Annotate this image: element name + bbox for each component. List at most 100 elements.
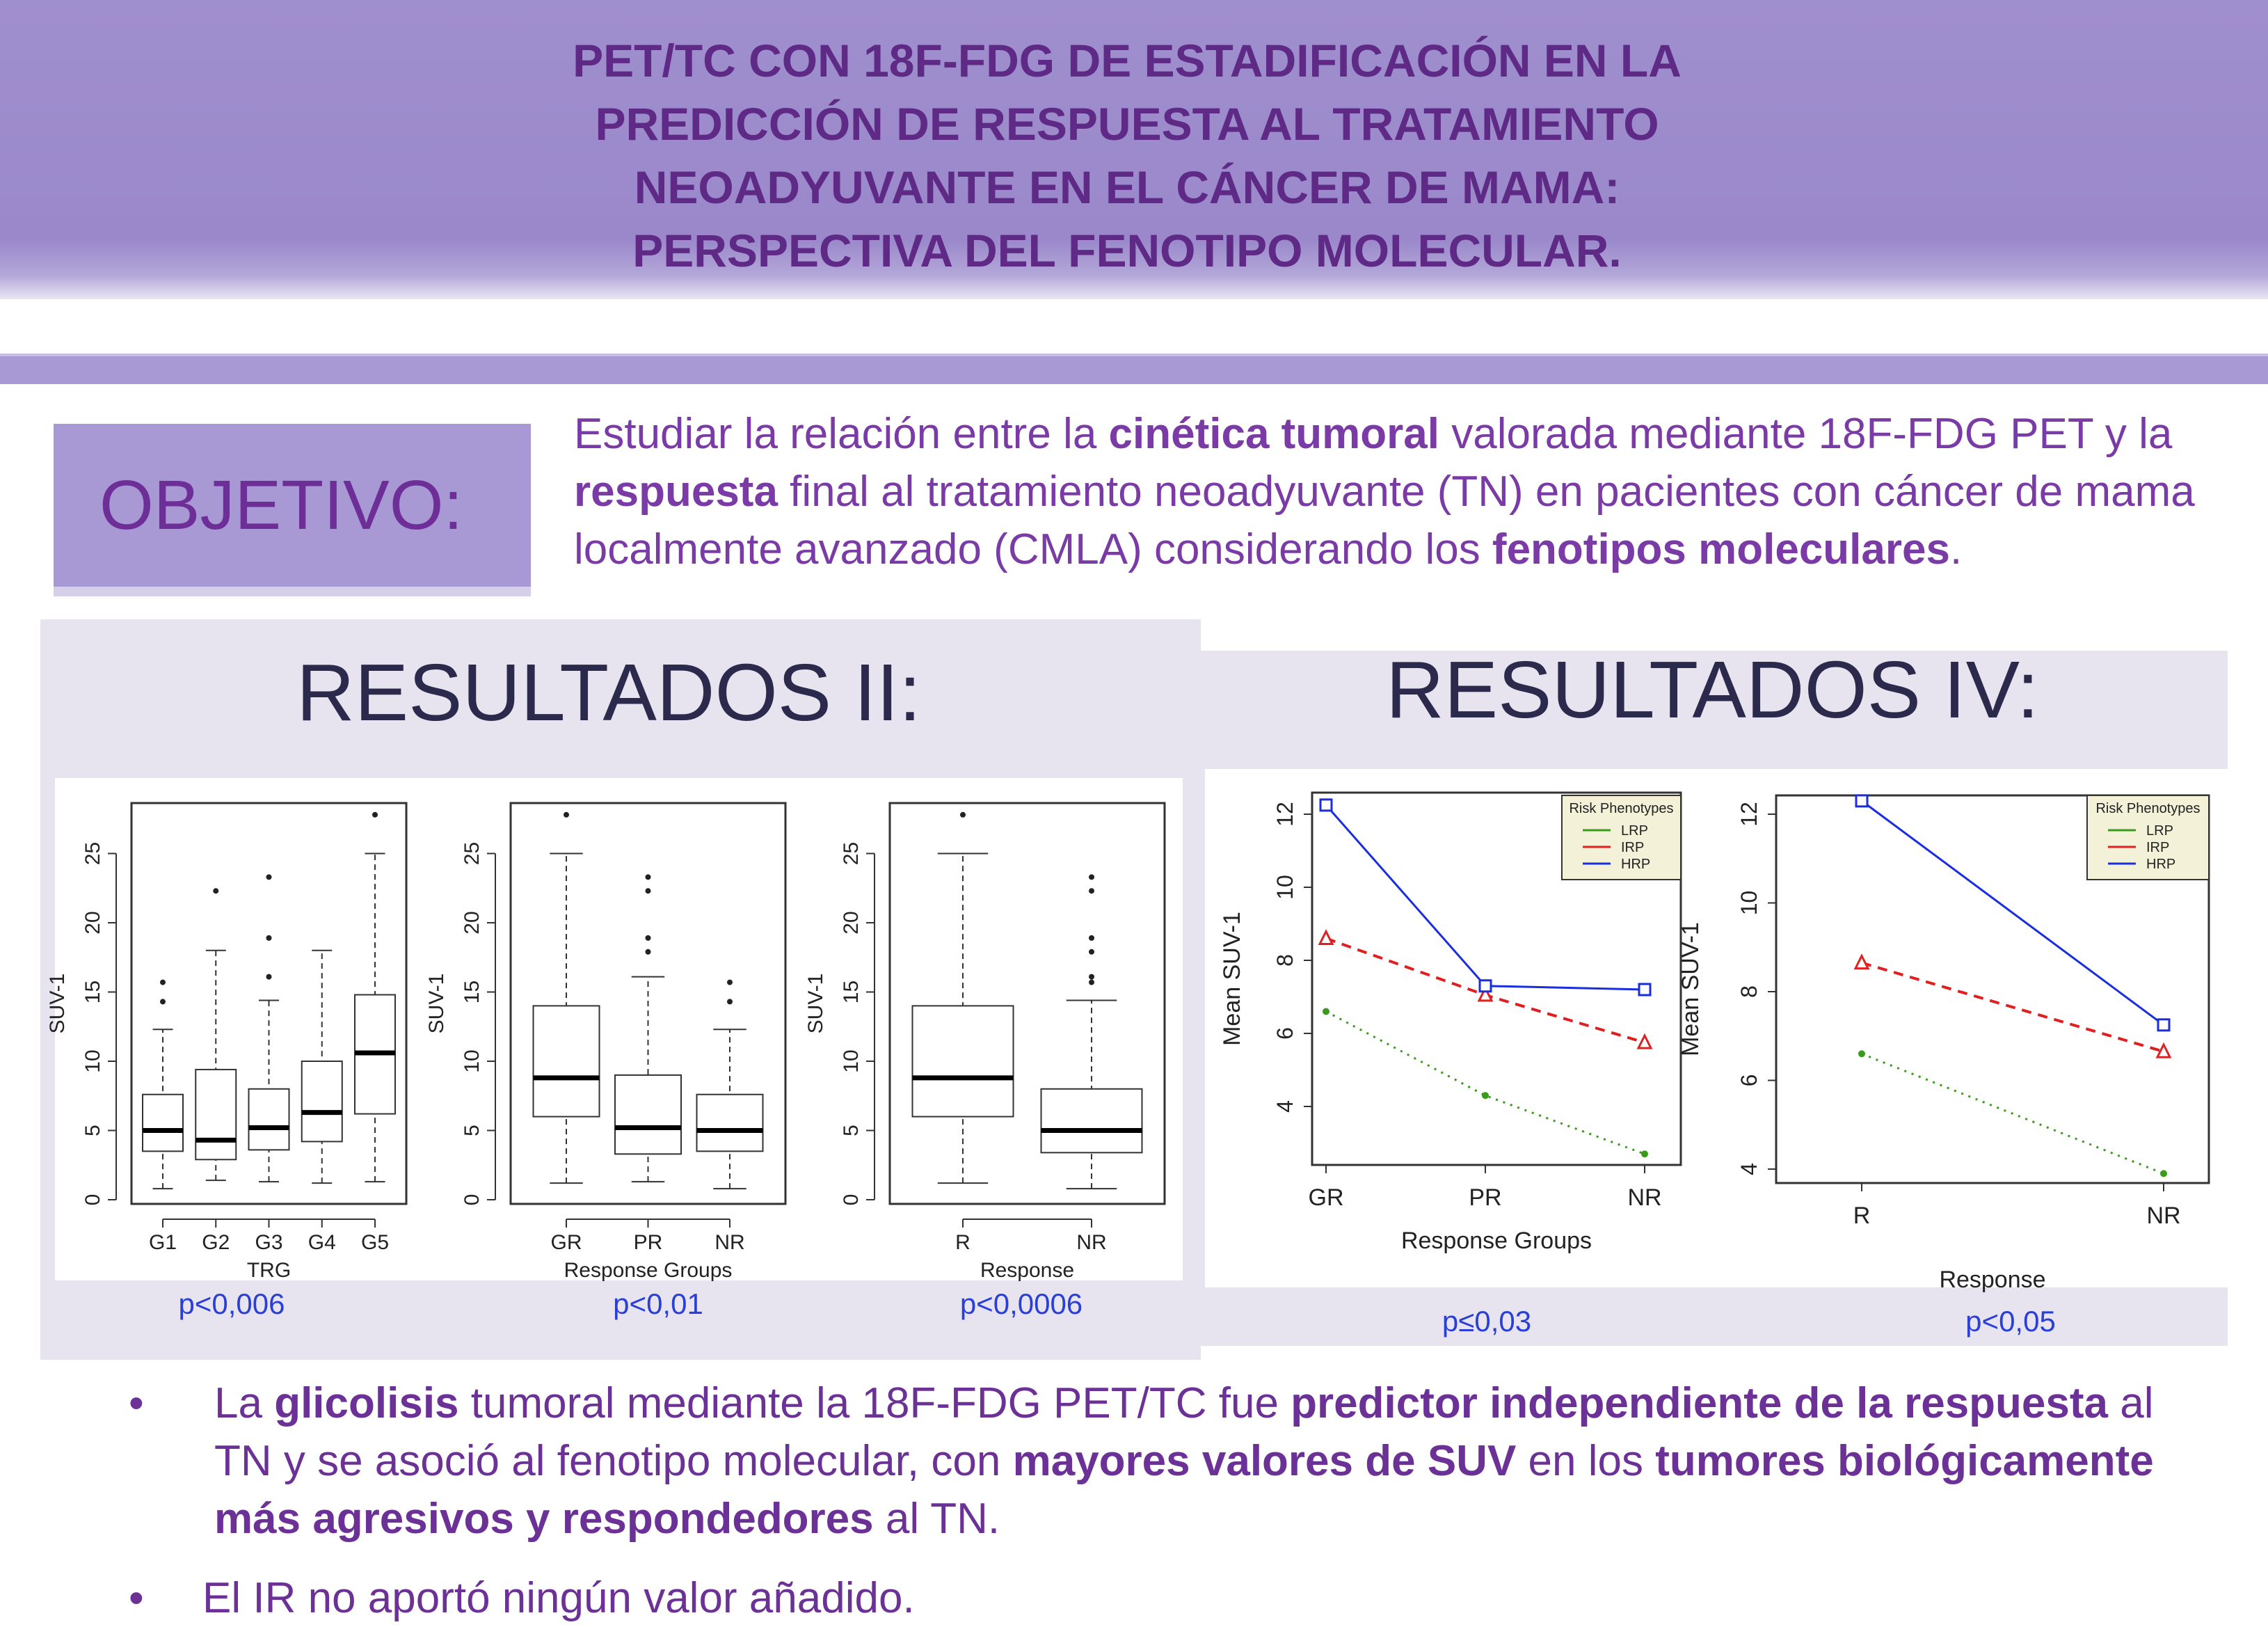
data-point xyxy=(1319,798,1333,812)
title-line: PERSPECTIVA DEL FENOTIPO MOLECULAR. xyxy=(632,225,1622,276)
x-tick-label: GR xyxy=(551,1231,582,1254)
boxplot-1: 0 5 10 15 20 25 SUV-1 GR PR NR Response Groups xyxy=(425,802,787,1282)
data-point xyxy=(1858,1050,1865,1058)
emphasis-text: cinética tumoral xyxy=(1108,410,1440,458)
x-tick-label: G3 xyxy=(255,1231,282,1254)
title-line: PET/TC CON 18F-FDG DE ESTADIFICACIÓN EN … xyxy=(573,35,1682,86)
outlier-point xyxy=(372,811,378,818)
text-segment: final al tratamiento neoadyuvante (TN) e… xyxy=(574,468,2195,573)
outlier-point xyxy=(1089,949,1094,955)
box xyxy=(195,1068,237,1161)
results-iv-title: RESULTADOS IV: xyxy=(1386,644,2039,735)
plot-frame xyxy=(1311,791,1682,1166)
emphasis-text: respuesta xyxy=(574,468,778,516)
lineplot-0: 4 6 8 10 12 Mean SUV-1 GR PR NR Response Groups Ri… xyxy=(1219,791,1682,1254)
p-value: p≤0,03 xyxy=(1442,1305,1532,1338)
p-value: p<0,01 xyxy=(613,1287,703,1320)
y-tick-label: 0 xyxy=(840,1194,863,1206)
y-tick-label: 25 xyxy=(840,842,863,865)
outlier-point xyxy=(160,999,166,1005)
lineplot-area xyxy=(1205,769,2228,1287)
outlier-point xyxy=(1089,874,1094,880)
y-tick-label: 25 xyxy=(81,842,104,865)
outlier-point xyxy=(160,979,166,985)
data-point xyxy=(2160,1170,2167,1177)
conclusion-item: La glicolisis tumoral mediante la 18F-FD… xyxy=(214,1374,2162,1548)
outlier-point xyxy=(645,935,651,941)
boxplot-0: 0 5 10 15 20 25 SUV-1 G1 G2 G3 G4 G5 TRG xyxy=(46,802,408,1282)
emphasis-text: fenotipos moleculares xyxy=(1492,525,1950,573)
x-tick-label: NR xyxy=(714,1231,744,1254)
y-axis-label: SUV-1 xyxy=(804,974,827,1034)
legend-title: Risk Phenotypes xyxy=(1569,801,1673,816)
plot-frame xyxy=(888,802,1166,1205)
box xyxy=(142,1093,184,1152)
data-point xyxy=(1323,1008,1329,1015)
outlier-point xyxy=(1089,979,1094,985)
text-segment: Estudiar la relación entre la xyxy=(574,410,1109,458)
x-axis-label: TRG xyxy=(247,1259,291,1282)
y-tick-label: 5 xyxy=(840,1125,863,1136)
p-value: p<0,05 xyxy=(1965,1305,2056,1338)
legend-label: IRP xyxy=(1621,840,1644,855)
outlier-point xyxy=(727,999,733,1005)
box xyxy=(532,1005,600,1118)
legend-label: LRP xyxy=(2146,823,2173,839)
data-point xyxy=(1477,985,1494,1002)
title-line: NEOADYUVANTE EN EL CÁNCER DE MAMA: xyxy=(634,161,1620,213)
outlier-point xyxy=(266,935,272,941)
y-tick-label: 0 xyxy=(461,1194,484,1206)
y-tick-label: 10 xyxy=(461,1049,484,1072)
objective-text: Estudiar la relación entre la cinética t… xyxy=(574,405,2265,578)
y-axis-label: SUV-1 xyxy=(46,974,69,1034)
x-tick-label: NR xyxy=(1076,1231,1106,1254)
p-value: p<0,006 xyxy=(178,1287,285,1320)
legend-label: IRP xyxy=(2146,840,2169,855)
plot-frame xyxy=(509,802,787,1205)
title-line: PREDICCIÓN DE RESPUESTA AL TRATAMIENTO xyxy=(595,98,1659,150)
data-point xyxy=(1853,953,1870,970)
y-tick-label: 20 xyxy=(461,911,484,934)
x-tick-label: GR xyxy=(1309,1184,1344,1211)
y-tick-label: 15 xyxy=(840,981,863,1003)
poster-title: PET/TC CON 18F-FDG DE ESTADIFICACIÓN EN … xyxy=(0,29,2254,283)
box xyxy=(911,1005,1014,1118)
text-segment: al TN. xyxy=(873,1495,1000,1543)
data-point xyxy=(1638,983,1652,997)
data-point xyxy=(1855,794,1869,808)
objective-label-box: OBJETIVO: xyxy=(54,424,531,596)
y-tick-label: 12 xyxy=(1272,802,1297,827)
y-tick-label: 8 xyxy=(1272,954,1297,967)
y-tick-label: 10 xyxy=(1736,891,1762,916)
data-point xyxy=(1636,1033,1653,1049)
x-tick-label: R xyxy=(1853,1203,1871,1229)
outlier-point xyxy=(727,979,733,985)
y-tick-label: 6 xyxy=(1736,1074,1762,1087)
outlier-point xyxy=(213,888,219,894)
y-tick-label: 5 xyxy=(81,1125,104,1136)
legend-label: HRP xyxy=(1621,857,1650,872)
y-tick-label: 0 xyxy=(81,1194,104,1206)
series-line-lrp xyxy=(1861,1052,2164,1175)
y-tick-label: 10 xyxy=(1272,875,1297,900)
x-axis-label: Response Groups xyxy=(564,1259,733,1282)
y-tick-label: 10 xyxy=(840,1049,863,1072)
x-tick-label: G2 xyxy=(202,1231,230,1254)
text-segment: al TN y se asoció al fenotipo molecular,… xyxy=(214,1379,2154,1485)
y-tick-label: 25 xyxy=(461,842,484,865)
legend-label: LRP xyxy=(1621,823,1648,839)
outlier-point xyxy=(645,949,651,955)
header-banner: PET/TC CON 18F-FDG DE ESTADIFICACIÓN EN … xyxy=(0,0,2268,299)
emphasis-text: glicolisis xyxy=(274,1379,459,1427)
series-line-irp xyxy=(1861,961,2164,1053)
results-ii-title: RESULTADOS II: xyxy=(296,647,922,738)
y-tick-label: 8 xyxy=(1736,985,1762,998)
data-point xyxy=(1318,929,1334,945)
x-tick-label: NR xyxy=(1627,1184,1661,1211)
legend-label: HRP xyxy=(2146,857,2175,872)
x-axis-label: Response xyxy=(1939,1267,2045,1293)
text-segment: La xyxy=(214,1379,275,1427)
divider-stripe xyxy=(0,354,2268,384)
